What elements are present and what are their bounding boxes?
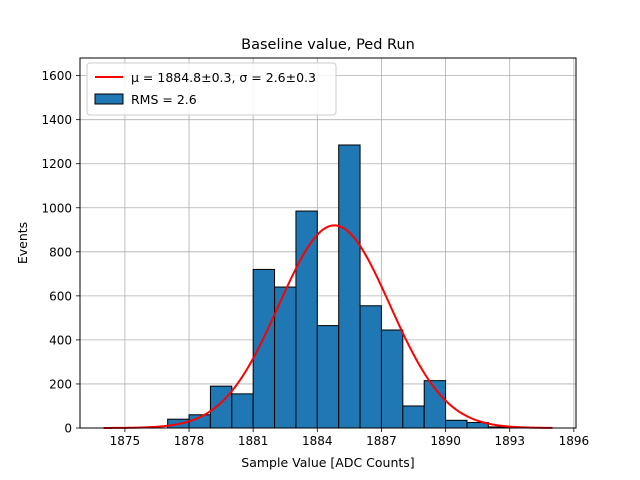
y-tick-label: 0 <box>64 422 72 436</box>
chart-title: Baseline value, Ped Run <box>241 37 415 53</box>
y-tick-label: 200 <box>49 377 72 391</box>
y-tick-label: 800 <box>49 245 72 259</box>
x-tick-label: 1884 <box>302 434 333 448</box>
x-tick-label: 1893 <box>494 434 525 448</box>
plot-frame <box>79 57 577 429</box>
x-tick-label: 1881 <box>238 434 269 448</box>
x-tick-label: 1875 <box>110 434 141 448</box>
x-tick-label: 1878 <box>174 434 205 448</box>
y-axis-ticks: 0 200 400 600 800 1000 1200 1400 1600 <box>41 69 80 436</box>
x-tick-label: 1896 <box>559 434 590 448</box>
histogram-bar <box>209 385 233 429</box>
legend: μ = 1884.8±0.3, σ = 2.6±0.3 RMS = 2.6 <box>86 62 337 116</box>
histogram-bar <box>445 419 468 429</box>
y-tick-label: 1000 <box>41 201 72 215</box>
y-tick-label: 1400 <box>41 113 72 127</box>
y-tick-label: 400 <box>49 333 72 347</box>
y-tick-label: 1200 <box>41 157 72 171</box>
histogram-bar <box>359 305 382 429</box>
legend-box <box>86 62 337 116</box>
x-tick-label: 1887 <box>366 434 397 448</box>
y-tick-label: 1600 <box>41 69 72 83</box>
histogram-bar <box>402 405 425 429</box>
y-tick-label: 600 <box>49 289 72 303</box>
legend-fit-label: μ = 1884.8±0.3, σ = 2.6±0.3 <box>131 70 316 85</box>
histogram-bar <box>316 325 340 429</box>
gaussian-fit-curve <box>103 224 553 429</box>
histogram-bar <box>380 329 404 429</box>
legend-hist-label: RMS = 2.6 <box>131 92 197 107</box>
x-tick-label: 1890 <box>430 434 461 448</box>
x-axis-ticks: 1875 1878 1881 1884 1887 1890 1893 1896 <box>110 428 590 448</box>
histogram-bar <box>338 144 361 429</box>
histogram-bars <box>167 144 511 429</box>
histogram-bar <box>295 210 318 429</box>
y-axis-label: Events <box>15 222 30 264</box>
legend-hist-swatch <box>94 93 124 105</box>
histogram-bar <box>252 268 276 429</box>
histogram-bar <box>231 393 254 429</box>
x-axis-label: Sample Value [ADC Counts] <box>241 455 414 470</box>
